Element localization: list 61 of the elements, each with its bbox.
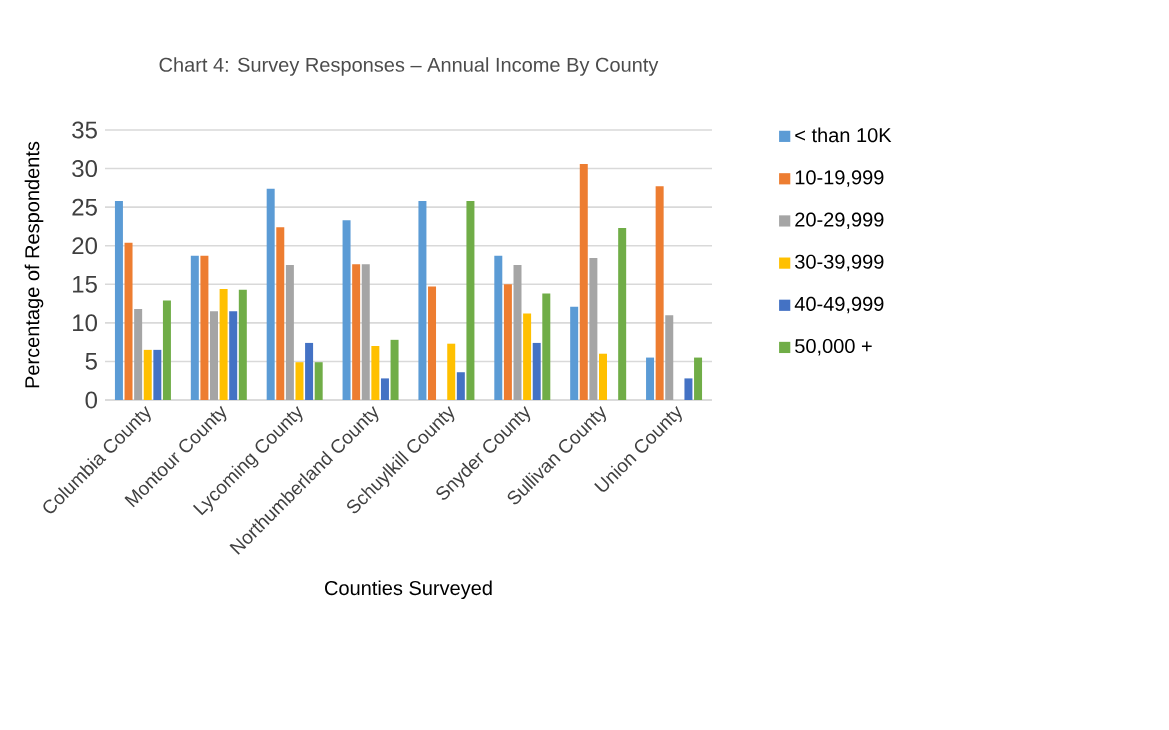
bar [523,313,532,401]
y-tick-label: 10 [73,314,97,332]
bar [618,227,627,401]
bar [238,289,247,401]
bar [266,188,275,401]
legend-label: 20-29,999 [795,212,884,229]
bar [646,357,655,401]
bar [114,200,123,401]
bar [532,342,541,401]
bar [466,200,475,401]
bar [229,311,238,401]
bar [210,311,219,401]
legend-label: 50,000 + [795,338,872,356]
chart-title: Chart 4: Survey Responses – Annual Income By County [159,57,659,76]
bar [305,342,314,401]
y-tick-label: 25 [72,198,97,216]
legend-label: 30-39,999 [795,254,884,272]
bar [579,163,588,401]
bar [655,186,664,401]
bar [134,308,143,401]
bar [371,346,380,401]
bar [285,265,294,401]
bar [124,242,133,401]
y-tick-label: 35 [72,121,97,139]
bar [570,306,579,401]
legend-label: 40-49,999 [794,296,884,314]
y-tick-label: 20 [72,237,97,255]
y-axis-title: Percentage of Respondents [24,141,44,388]
bar [447,343,456,401]
bar [542,293,551,401]
bar [694,357,703,401]
bar [314,362,323,401]
bar [494,255,503,401]
bar [503,284,512,401]
y-tick-label: 0 [85,391,98,409]
bar [589,258,598,401]
legend-label: 10-19,999 [795,170,884,187]
bar [390,339,399,401]
bar [598,353,607,401]
bar [200,255,209,401]
bar [665,315,674,401]
bar [276,227,285,401]
y-tick-label: 15 [73,275,97,293]
bar [219,288,228,401]
bar [361,264,370,401]
bar [162,300,171,401]
bar [428,286,437,401]
bar [143,349,152,401]
bar [418,200,427,401]
bar [153,349,162,401]
bar [380,378,389,401]
bar [352,264,361,401]
bar [295,362,304,401]
bar [190,255,199,401]
x-axis-title: Counties Surveyed [325,580,492,600]
bar [456,372,465,401]
bar [342,220,351,401]
legend-label: < than 10K [795,127,892,143]
y-tick-label: 5 [85,353,97,370]
y-tick-label: 30 [72,160,97,178]
bar [684,378,693,401]
